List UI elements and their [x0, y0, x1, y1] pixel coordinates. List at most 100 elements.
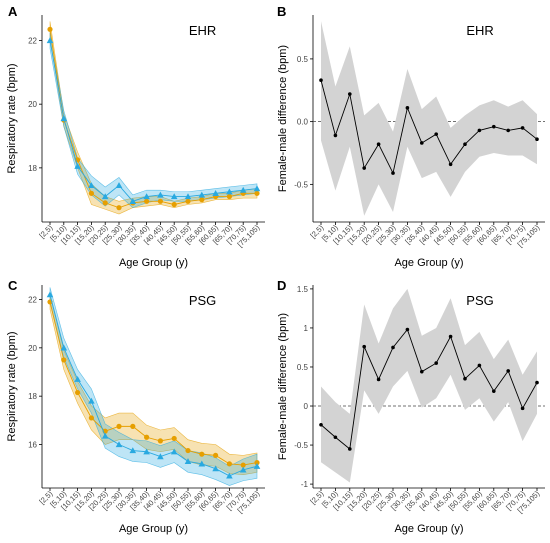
ci-ribbon-0: [321, 21, 537, 216]
data-point: [74, 162, 81, 169]
panel-b: B-0.50.00.5[2,5)[5,10)[10,15)[15,20)[20,…: [277, 4, 545, 269]
panel-a: A182022[2,5)[5,10)[10,15)[15,20)[20,25)[…: [6, 4, 265, 269]
data-point: [535, 380, 539, 385]
data-point: [144, 198, 150, 204]
data-point: [212, 190, 219, 196]
data-point: [115, 182, 123, 189]
data-point: [362, 344, 367, 349]
data-point: [492, 124, 496, 129]
y-axis-title: Respiratory rate (bpm): [6, 331, 18, 441]
panel-title: EHR: [189, 23, 216, 38]
y-axis-title: Female-male difference (bpm): [277, 45, 289, 192]
panel-letter: A: [8, 4, 18, 19]
data-point: [391, 345, 395, 350]
data-point: [376, 142, 381, 147]
data-point: [171, 201, 177, 208]
data-point: [477, 128, 482, 133]
y-tick-label: 22: [28, 296, 37, 305]
data-point: [185, 198, 191, 204]
data-point: [199, 197, 205, 203]
x-axis-title: Age Group (y): [119, 523, 188, 535]
data-point: [88, 397, 95, 404]
panel-c: C16182022[2,5)[5,10)[10,15)[15,20)[20,25…: [6, 278, 265, 535]
data-point: [520, 406, 525, 411]
data-point: [212, 465, 219, 472]
data-point: [253, 185, 261, 192]
data-point: [75, 389, 81, 396]
series-line-0: [320, 80, 538, 175]
data-point: [240, 462, 246, 468]
data-point: [254, 460, 260, 466]
data-point: [253, 462, 261, 469]
y-tick-label: 22: [28, 36, 37, 45]
data-point: [420, 369, 424, 374]
data-point: [198, 460, 206, 467]
panel-title: PSG: [189, 293, 216, 308]
data-point: [157, 438, 163, 444]
data-point: [226, 188, 233, 195]
panel-title: PSG: [466, 293, 493, 308]
data-point: [226, 193, 232, 200]
data-point: [46, 291, 54, 298]
data-point: [254, 190, 260, 196]
data-point: [116, 205, 122, 211]
data-point: [102, 200, 108, 206]
data-point: [129, 447, 137, 454]
data-point: [184, 458, 192, 465]
data-point: [319, 422, 323, 427]
data-point: [477, 363, 482, 368]
y-tick-label: 0.0: [297, 118, 309, 127]
data-point: [88, 182, 95, 189]
data-point: [213, 452, 219, 458]
data-point: [170, 193, 178, 200]
data-point: [405, 106, 410, 110]
y-axis-title: Female-male difference (bpm): [277, 313, 289, 460]
data-point: [47, 26, 53, 32]
y-tick-label: 18: [28, 392, 37, 401]
panel-title: EHR: [466, 23, 493, 38]
panel-d: D-1-0.500.511.5[2,5)[5,10)[10,15)[15,20)…: [277, 278, 545, 535]
ci-ribbon-1: [49, 32, 258, 209]
data-point: [434, 132, 439, 136]
series-line-0: [49, 29, 257, 209]
data-point: [226, 461, 232, 467]
data-point: [448, 334, 453, 339]
panel-letter: C: [8, 278, 18, 293]
data-point: [448, 162, 453, 167]
data-point: [506, 369, 511, 373]
y-tick-label: 1.5: [297, 285, 309, 294]
x-axis-title: Age Group (y): [119, 257, 188, 269]
data-point: [74, 375, 81, 382]
data-point: [157, 453, 164, 460]
data-point: [405, 327, 410, 332]
data-point: [535, 137, 539, 141]
y-tick-label: 18: [28, 164, 37, 173]
data-point: [46, 37, 54, 44]
data-point: [60, 344, 68, 351]
data-point: [101, 193, 109, 200]
y-tick-label: 1: [304, 324, 309, 333]
ci-ribbon-0: [49, 21, 258, 215]
data-point: [376, 377, 381, 382]
data-point: [434, 361, 439, 365]
data-point: [185, 447, 191, 454]
y-tick-label: 0.5: [297, 363, 309, 372]
data-point: [157, 191, 164, 198]
series-line-0: [320, 328, 538, 450]
data-point: [333, 435, 338, 440]
data-point: [88, 190, 94, 196]
data-point: [61, 357, 67, 363]
data-point: [130, 423, 136, 429]
data-point: [143, 193, 150, 200]
y-tick-label: -1: [301, 480, 309, 489]
y-tick-label: 0: [304, 402, 309, 411]
data-point: [60, 115, 68, 122]
data-point: [88, 415, 94, 421]
data-point: [144, 434, 150, 440]
series-line-1: [49, 40, 258, 202]
panel-letter: D: [277, 278, 286, 293]
data-point: [463, 142, 467, 147]
x-axis-title: Age Group (y): [394, 257, 463, 269]
data-point: [129, 198, 137, 204]
